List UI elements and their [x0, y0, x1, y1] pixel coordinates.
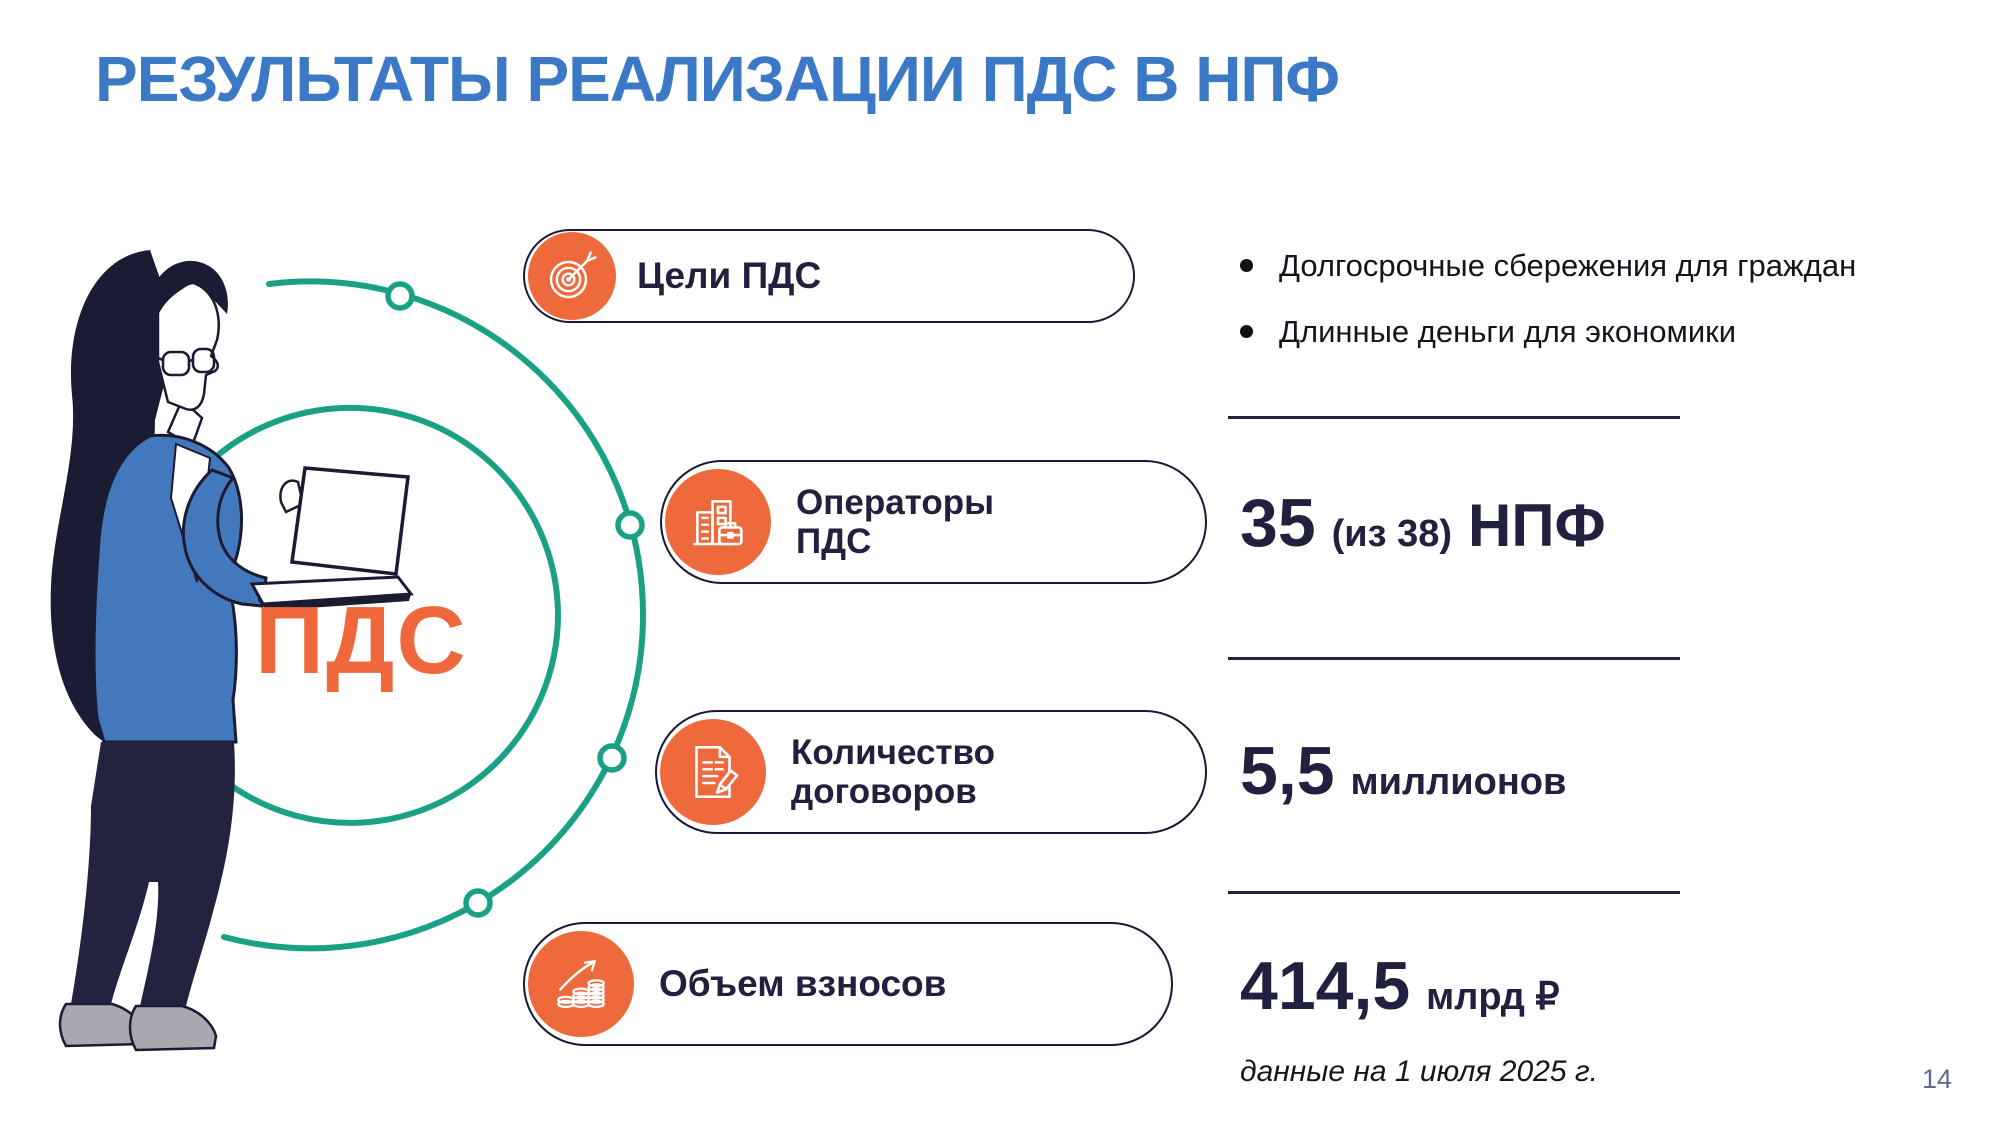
coins-icon-circle: [528, 931, 634, 1037]
pill-volume: Объем взносов: [523, 922, 1173, 1046]
operators-unit: НПФ: [1468, 492, 1606, 559]
document-icon-circle: [660, 719, 766, 825]
pill-operators-label: Операторы ПДС: [796, 483, 994, 561]
divider-3: [1228, 891, 1680, 894]
volume-value: 414,5 млрд ₽: [1240, 947, 1560, 1025]
pill-volume-label: Объем взносов: [659, 963, 947, 1005]
laptop-screen: [290, 466, 410, 576]
slide-title: РЕЗУЛЬТАТЫ РЕАЛИЗАЦИИ ПДС В НПФ: [95, 43, 1340, 115]
divider-1: [1228, 416, 1680, 419]
target-icon-circle: [528, 232, 616, 320]
contracts-unit: миллионов: [1350, 761, 1567, 803]
arm: [181, 468, 268, 608]
page-number: 14: [1922, 1064, 1953, 1094]
pill-contracts: Количество договоров: [655, 710, 1207, 834]
hair-front: [147, 260, 228, 326]
buildings-icon: [693, 500, 743, 546]
pill-goals: Цели ПДС: [523, 229, 1135, 323]
pill-contracts-line2: договоров: [791, 772, 977, 811]
goal-bullet-1-text: Долгосрочные сбережения для граждан: [1279, 248, 1857, 283]
pds-center-label: ПДС: [255, 587, 468, 694]
contracts-count: 5,5: [1240, 733, 1335, 809]
contracts-value: 5,5 миллионов: [1240, 732, 1566, 810]
operators-value: 35 (из 38) НПФ: [1240, 484, 1606, 562]
pill-operators-line1: Операторы: [796, 482, 995, 522]
target-icon: [549, 251, 597, 299]
data-date-footnote: данные на 1 июля 2025 г.: [1240, 1055, 1598, 1088]
outer-arc: [221, 278, 647, 952]
shoe-front: [128, 1004, 218, 1052]
pill-operators-line2: ПДС: [796, 522, 872, 561]
arc-node-2: [615, 510, 645, 540]
pill-contracts-label: Количество договоров: [791, 733, 995, 811]
divider-2: [1228, 657, 1680, 660]
glasses: [150, 347, 216, 377]
bullet-dot: [1240, 325, 1253, 338]
document-icon: [695, 745, 739, 799]
goal-bullet-2: Длинные деньги для экономики: [1240, 314, 1980, 350]
bullet-dot: [1240, 259, 1253, 272]
coins-icon: [557, 960, 605, 1009]
woman-illustration: [50, 250, 414, 1052]
arc-node-1: [385, 281, 415, 311]
operators-total: (из 38): [1331, 513, 1453, 555]
volume-unit: млрд ₽: [1426, 976, 1560, 1018]
pill-contracts-line1: Количество: [791, 732, 995, 772]
arc-node-4: [463, 888, 493, 918]
volume-amount: 414,5: [1240, 948, 1411, 1024]
arc-nodes: [385, 281, 645, 918]
arc-node-3: [597, 743, 627, 773]
buildings-icon-circle: [665, 469, 771, 575]
pill-goals-label: Цели ПДС: [637, 255, 822, 297]
goal-bullet-2-text: Длинные деньги для экономики: [1279, 314, 1737, 349]
inner-arc: [177, 404, 562, 826]
goal-bullet-1: Долгосрочные сбережения для граждан: [1240, 248, 1980, 284]
pants: [71, 742, 235, 1006]
operators-count: 35: [1240, 485, 1316, 561]
pill-operators: Операторы ПДС: [660, 460, 1207, 584]
